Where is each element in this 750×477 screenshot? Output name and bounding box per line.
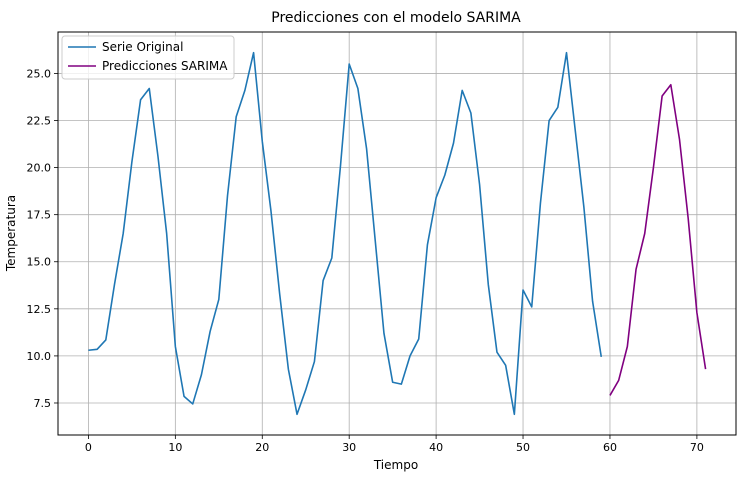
y-axis-label: Temperatura <box>4 195 18 272</box>
x-tick-label: 60 <box>603 441 617 454</box>
legend-label-serie-original: Serie Original <box>102 40 183 54</box>
series-line-serie-original <box>88 51 603 416</box>
y-axis-ticks: 7.5 10.0 12.5 15.0 17.5 20.0 22.5 25.0 <box>27 67 58 410</box>
x-tick-label: 70 <box>690 441 704 454</box>
grid <box>58 32 736 435</box>
x-tick-label: 30 <box>342 441 356 454</box>
series-lines <box>88 51 707 416</box>
x-tick-label: 20 <box>255 441 269 454</box>
y-tick-label: 7.5 <box>34 397 52 410</box>
x-axis-ticks: 0 10 20 30 40 50 60 70 <box>85 435 704 454</box>
x-tick-label: 0 <box>85 441 92 454</box>
legend-box <box>61 35 235 80</box>
x-axis-label: Tiempo <box>373 458 418 472</box>
y-tick-label: 22.5 <box>27 115 52 128</box>
plot-frame <box>57 31 737 436</box>
x-tick-label: 10 <box>168 441 182 454</box>
y-tick-label: 17.5 <box>27 209 52 222</box>
x-tick-label: 40 <box>429 441 443 454</box>
y-tick-label: 25.0 <box>27 67 52 80</box>
x-tick-label: 50 <box>516 441 530 454</box>
series-line-predicciones-sarima <box>609 83 707 396</box>
y-tick-label: 15.0 <box>27 256 52 269</box>
chart-title: Predicciones con el modelo SARIMA <box>271 10 521 26</box>
y-tick-label: 20.0 <box>27 162 52 175</box>
y-tick-label: 10.0 <box>27 350 52 363</box>
legend: Serie Original Predicciones SARIMA <box>61 35 235 80</box>
legend-label-predicciones-sarima: Predicciones SARIMA <box>102 59 228 73</box>
y-tick-label: 12.5 <box>27 303 52 316</box>
